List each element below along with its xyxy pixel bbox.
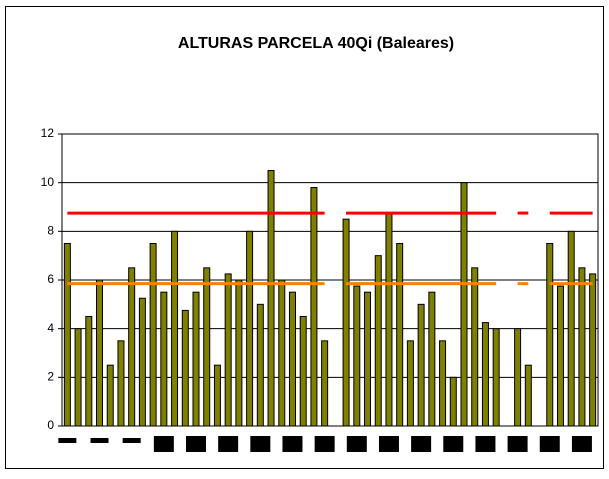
bar xyxy=(589,273,597,427)
y-tick-label: 6 xyxy=(47,272,54,286)
bar xyxy=(567,230,575,427)
category-label-block xyxy=(186,436,206,452)
bar xyxy=(374,255,382,427)
bar xyxy=(149,243,157,427)
bar xyxy=(556,285,564,427)
y-tick-label: 8 xyxy=(47,224,54,238)
bar xyxy=(128,267,136,427)
bar xyxy=(385,212,393,427)
bar xyxy=(171,230,179,427)
bar xyxy=(213,364,221,427)
category-label-block xyxy=(539,436,560,452)
bar xyxy=(246,230,254,427)
y-tick-label: 10 xyxy=(41,175,55,189)
category-label-block xyxy=(571,436,592,452)
bar xyxy=(138,297,146,427)
category-label-block xyxy=(122,438,141,443)
bar xyxy=(546,243,554,427)
category-label-block xyxy=(314,436,335,452)
category-label-block xyxy=(475,436,496,452)
bar xyxy=(428,291,436,427)
bar xyxy=(181,309,189,427)
bar xyxy=(417,303,425,427)
bar xyxy=(106,364,114,427)
y-tick-label: 12 xyxy=(41,126,55,140)
category-label-block xyxy=(378,436,399,452)
chart-title: ALTURAS PARCELA 40Qi (Baleares) xyxy=(178,35,454,52)
bar xyxy=(160,291,168,427)
bar xyxy=(514,328,522,427)
bar xyxy=(85,316,93,427)
bar xyxy=(63,243,71,427)
bar xyxy=(406,340,414,427)
bar xyxy=(578,267,586,427)
category-label-block xyxy=(90,438,109,443)
bar xyxy=(364,291,372,427)
category-label-block xyxy=(346,436,367,452)
bar xyxy=(460,182,468,427)
category-label-block xyxy=(411,436,432,452)
category-label-block xyxy=(443,436,464,452)
bar xyxy=(96,279,104,427)
bar xyxy=(310,187,318,427)
bar xyxy=(288,291,296,427)
category-label-block xyxy=(507,436,528,452)
bar xyxy=(342,218,350,427)
category-label-block xyxy=(218,436,239,452)
bar xyxy=(74,328,82,427)
bar xyxy=(353,285,361,427)
category-label-block xyxy=(250,436,271,452)
bar xyxy=(321,340,329,427)
bar xyxy=(449,376,457,427)
category-label-block xyxy=(58,438,77,443)
category-label-block xyxy=(282,436,303,452)
bar xyxy=(524,364,532,427)
bar xyxy=(492,328,500,427)
bar xyxy=(235,279,243,427)
bar xyxy=(224,273,232,427)
category-label-block xyxy=(153,436,174,452)
bar xyxy=(267,170,275,427)
bar xyxy=(439,340,447,427)
bar xyxy=(396,243,404,427)
bar xyxy=(117,340,125,427)
y-tick-label: 0 xyxy=(47,418,54,432)
bar xyxy=(278,279,286,427)
bar xyxy=(481,322,489,427)
bar xyxy=(299,316,307,427)
bar xyxy=(192,291,200,427)
bar xyxy=(471,267,479,427)
bar xyxy=(256,303,264,427)
y-tick-label: 2 xyxy=(47,370,54,384)
bar xyxy=(203,267,211,427)
y-tick-label: 4 xyxy=(47,321,54,335)
